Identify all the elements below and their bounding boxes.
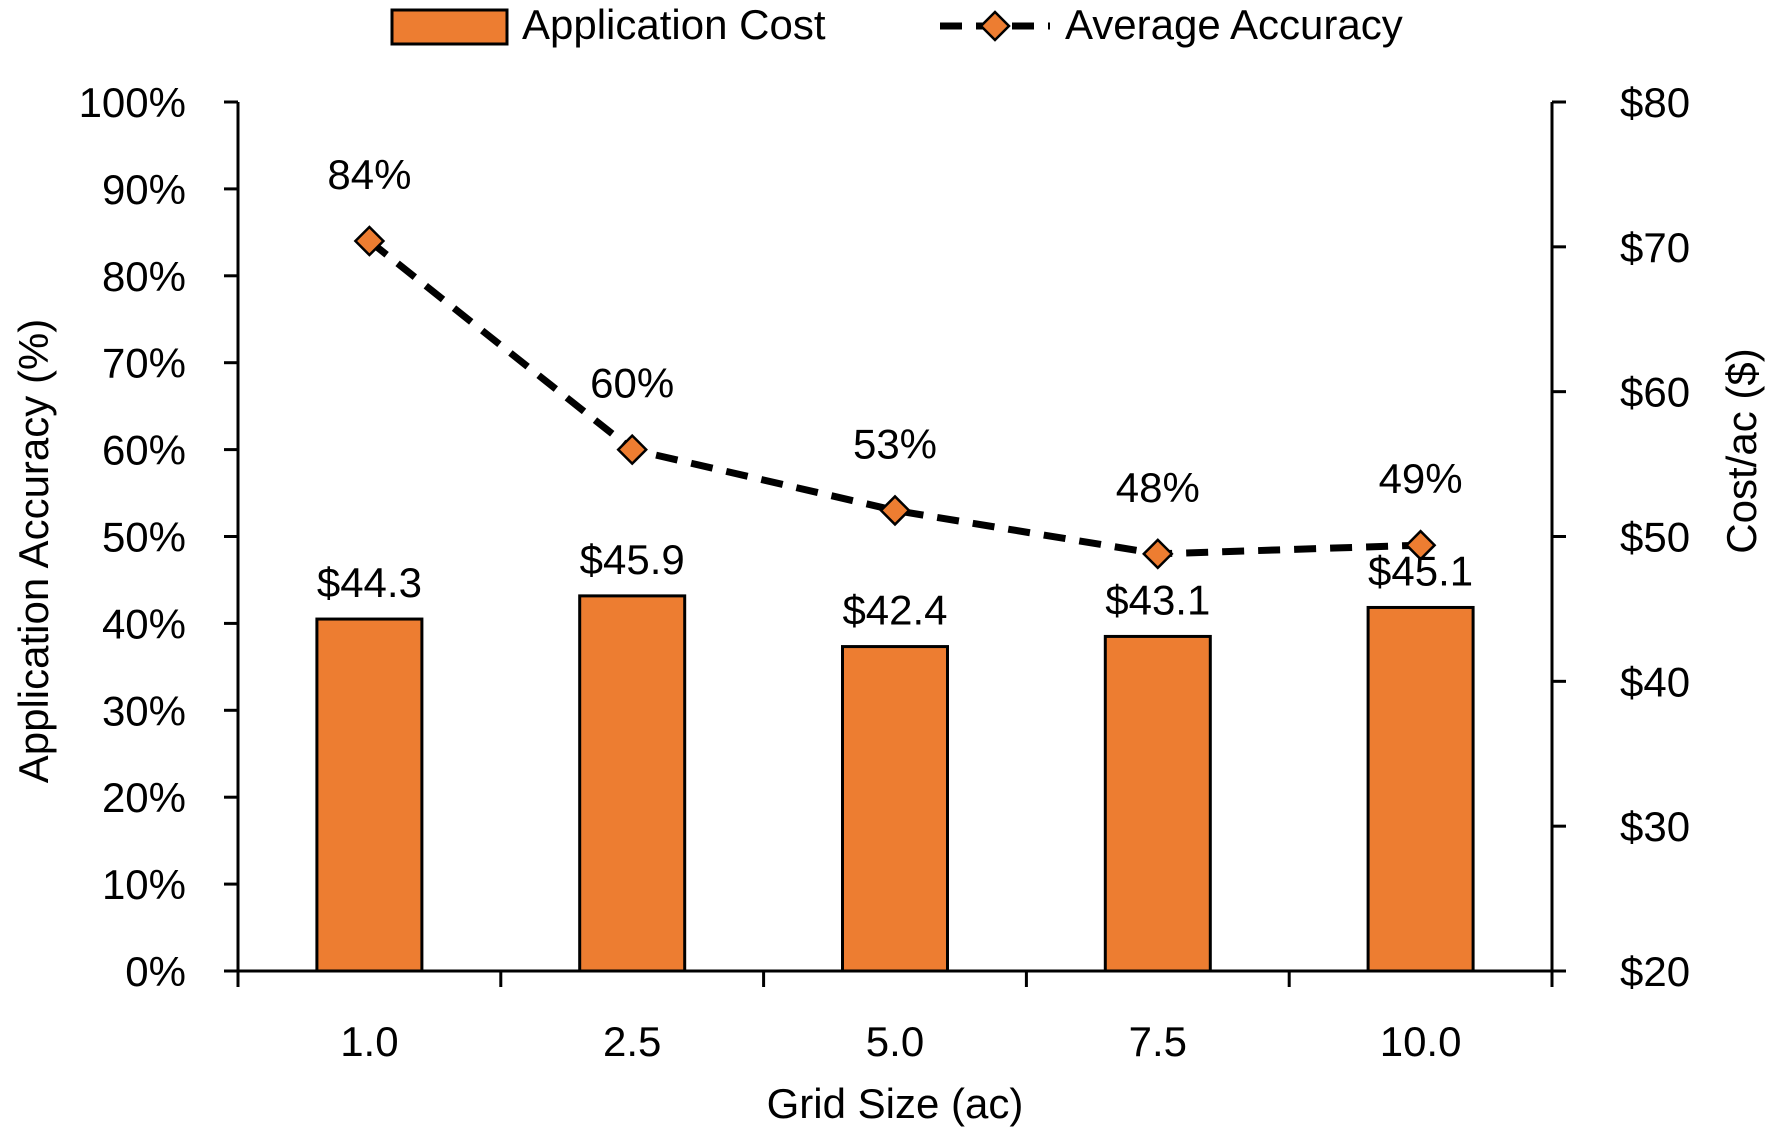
bar-application-cost [315, 617, 424, 973]
line-data-label: 60% [590, 360, 674, 407]
marker-average-accuracy [1142, 538, 1174, 570]
marker-average-accuracy [879, 494, 911, 527]
bar-application-cost [841, 645, 949, 973]
marker-average-accuracy [353, 225, 386, 257]
legend-label-application-cost: Application Cost [522, 1, 826, 48]
line-data-label: 84% [327, 151, 411, 198]
legend-label-average-accuracy: Average Accuracy [1065, 1, 1403, 48]
y-tick-label: 0% [125, 948, 186, 995]
y-tick-label: 100% [79, 79, 186, 126]
bar-application-cost [578, 594, 687, 973]
line-average-accuracy [367, 238, 1421, 558]
bar-data-label: $45.9 [580, 536, 685, 583]
x-tick-label: 2.5 [603, 1018, 661, 1065]
x-tick-label: 1.0 [340, 1018, 398, 1065]
legend-swatch-application-cost [390, 8, 509, 46]
marker-average-accuracy [616, 433, 648, 466]
line-data-label: 49% [1379, 455, 1463, 502]
legend-marker-average-accuracy [979, 10, 1011, 42]
y2-tick-label: $20 [1620, 948, 1690, 995]
x-tick-label: 7.5 [1129, 1018, 1187, 1065]
bar-data-label: $45.1 [1368, 547, 1473, 594]
y2-tick-label: $80 [1620, 79, 1690, 126]
marker-average-accuracy [1404, 529, 1437, 561]
y-tick-label: 70% [102, 340, 186, 387]
y2-tick-label: $50 [1620, 514, 1690, 561]
y-tick-label: 60% [102, 427, 186, 474]
x-tick-label: 5.0 [866, 1018, 924, 1065]
y2-axis-title: Cost/ac ($) [1718, 348, 1765, 553]
y-tick-label: 10% [102, 861, 186, 908]
y2-tick-label: $30 [1620, 803, 1690, 850]
line-layer [353, 225, 1437, 570]
line-data-label: 53% [853, 420, 937, 467]
x-axis-title: Grid Size (ac) [767, 1080, 1024, 1127]
y-axis-title: Application Accuracy (%) [10, 319, 57, 784]
y2-tick-label: $70 [1620, 224, 1690, 271]
bar-data-label: $42.4 [842, 587, 947, 634]
line-data-label: 48% [1116, 464, 1200, 511]
y-tick-label: 80% [102, 253, 186, 300]
bar-application-cost [1366, 605, 1475, 973]
y-tick-label: 50% [102, 514, 186, 561]
legend: Application Cost Average Accuracy [390, 1, 1403, 48]
axes: 0% 10% 20% 30% 40% 50% 60% 70% 80% 90% 100% $20 $30 $… [79, 79, 1691, 1065]
y2-tick-label: $40 [1620, 658, 1690, 705]
bar-data-label: $44.3 [317, 559, 422, 606]
y-tick-label: 20% [102, 774, 186, 821]
y-tick-label: 30% [102, 687, 186, 734]
y2-tick-label: $60 [1620, 369, 1690, 416]
y-tick-label: 40% [102, 600, 186, 647]
bars [315, 594, 1475, 973]
y-tick-label: 90% [102, 166, 186, 213]
bar-application-cost [1103, 634, 1212, 973]
labels: $44.3 $45.9 $42.4 $43.1 $45.1 84% 60% 53% 48% 49% [317, 151, 1473, 634]
bar-data-label: $43.1 [1105, 576, 1210, 623]
x-tick-label: 10.0 [1380, 1018, 1462, 1065]
